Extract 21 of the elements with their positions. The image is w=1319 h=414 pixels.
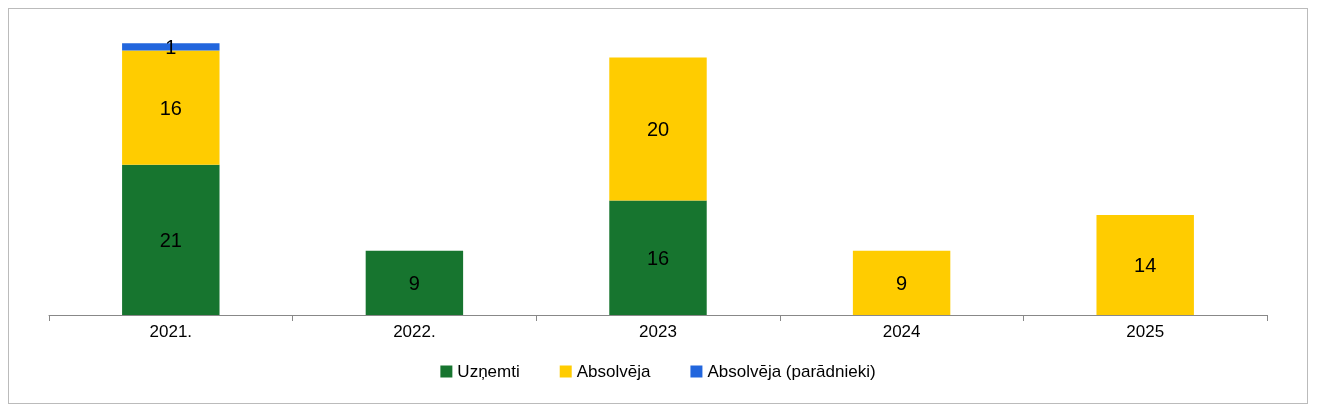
bar (1096, 214, 1194, 315)
data-label: 14 (1134, 253, 1157, 276)
bar (365, 250, 464, 315)
legend-label: Absolvēja (parādnieki) (707, 362, 876, 381)
legend-label: Absolvēja (576, 362, 651, 381)
data-label: 16 (646, 246, 670, 269)
bar (609, 200, 707, 315)
data-label: 9 (408, 271, 420, 294)
x-tick-label: 2024 (882, 322, 921, 341)
bar (122, 164, 220, 315)
x-tick-label: 2022. (393, 322, 436, 341)
data-label: 20 (646, 118, 670, 141)
x-tick-label: 2023 (639, 322, 677, 341)
legend-label: Uzņemti (457, 362, 520, 381)
x-tick-label: 2025 (1126, 322, 1165, 341)
x-tick-label: 2021. (149, 322, 193, 341)
bar (609, 57, 707, 201)
data-label: 9 (896, 271, 908, 294)
data-label: 21 (159, 228, 182, 251)
data-label: 16 (159, 96, 182, 119)
bar (852, 250, 951, 315)
